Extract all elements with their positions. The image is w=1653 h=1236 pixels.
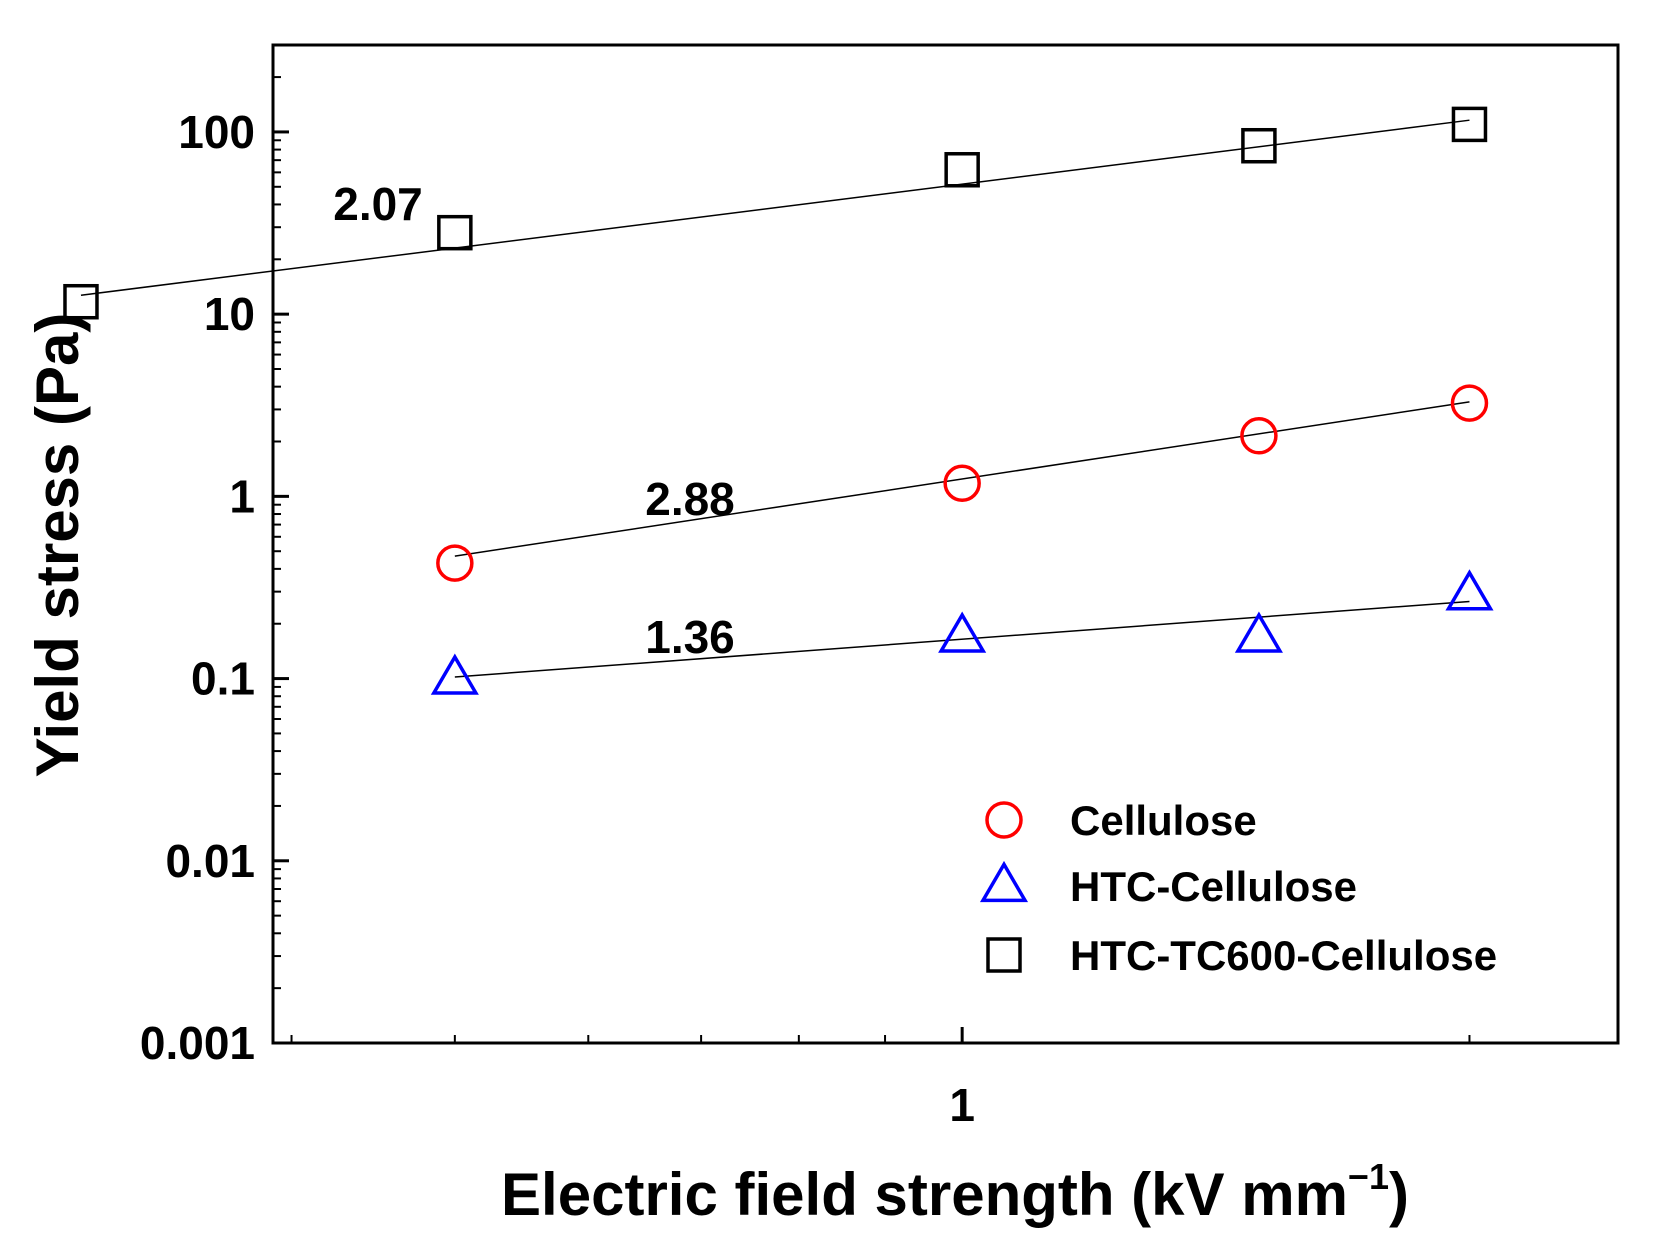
legend-label: HTC-Cellulose (1070, 863, 1357, 910)
legend-marker-circle (985, 801, 1023, 839)
fit-lines (80, 119, 1470, 678)
data-point-circle (1450, 384, 1489, 422)
x-tick-label: 1 (949, 1079, 975, 1131)
slope-label: 2.88 (645, 473, 735, 525)
x-axis-label-main: Electric field strength (kV mm (501, 1161, 1348, 1228)
fit-line-cellulose (454, 401, 1470, 557)
data-point-triangle (938, 611, 987, 653)
y-tick-label: 100 (178, 106, 255, 158)
legend-label: Cellulose (1070, 797, 1257, 844)
x-minor-ticks (290, 1035, 1471, 1043)
plot-area (271, 43, 1620, 1045)
x-axis-label-exponent: −1 (1348, 1156, 1389, 1197)
x-axis-ticks: 1 (949, 1027, 975, 1131)
data-point-square (944, 152, 980, 188)
y-tick-label: 0.1 (191, 653, 255, 705)
y-axis-label: Yield stress (Pa) (24, 313, 91, 778)
data-point-triangle (1234, 611, 1283, 653)
slope-label: 1.36 (645, 611, 735, 663)
data-point-square (63, 283, 99, 320)
legend-marker-square (986, 937, 1022, 973)
data-point-square (1241, 127, 1277, 164)
y-tick-label: 10 (204, 288, 255, 340)
data-point-square (1451, 106, 1488, 143)
plot-border (271, 43, 1620, 1045)
y-tick-label: 0.01 (165, 835, 255, 887)
y-axis-ticks: 0.001 0.01 0.1 1 10 100 (140, 76, 289, 1069)
fit-line-htc-tc600-cellulose (80, 119, 1470, 296)
y-tick-label: 1 (229, 470, 255, 522)
data-point-triangle (1445, 569, 1494, 611)
legend-label: HTC-TC600-Cellulose (1070, 932, 1497, 979)
data-point-circle (436, 544, 474, 582)
data-point-circle (943, 464, 981, 503)
x-axis-label-close: ) (1389, 1161, 1409, 1228)
data-point-triangle (430, 653, 479, 695)
y-tick-label: 0.001 (140, 1017, 255, 1069)
data-markers (63, 106, 1494, 695)
slope-label: 2.07 (333, 178, 423, 230)
slope-annotations: 2.88 1.36 2.07 (333, 178, 735, 663)
data-point-circle (1240, 417, 1278, 455)
data-point-square (437, 214, 473, 251)
legend-marker-triangle (979, 860, 1029, 903)
legend: Cellulose HTC-Cellulose HTC-TC600-Cellulos… (979, 797, 1497, 979)
x-axis-label: Electric field strength (kV mm−1) (501, 1156, 1409, 1228)
fit-line-htc-cellulose (454, 600, 1470, 678)
